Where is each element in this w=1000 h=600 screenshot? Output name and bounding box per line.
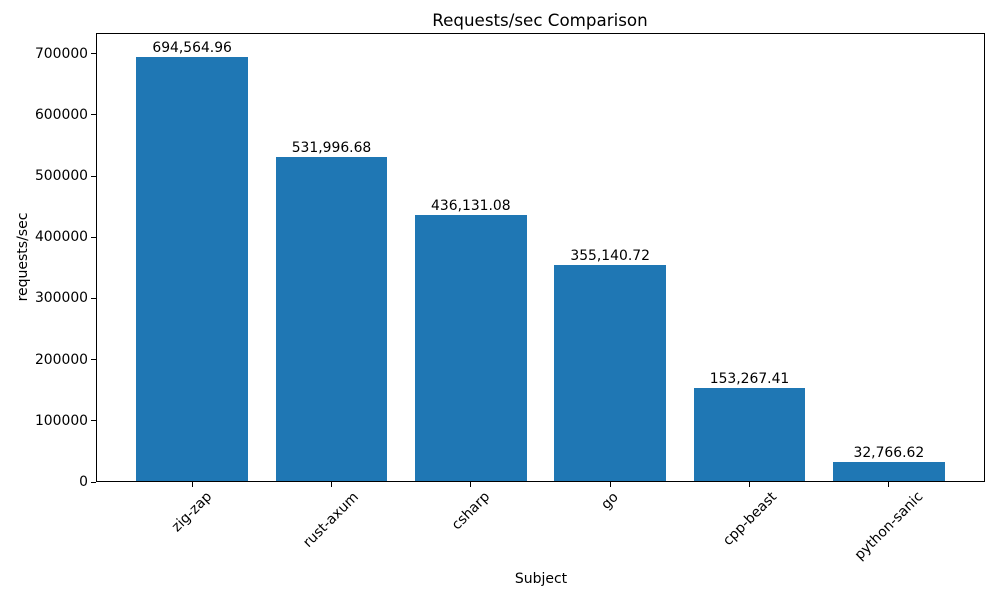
y-tick-mark [91, 175, 96, 177]
plot-area [96, 33, 985, 482]
bar [833, 461, 945, 482]
x-tick-mark [191, 482, 193, 487]
bar [415, 215, 527, 482]
y-tick-label: 500000 [34, 168, 88, 185]
bar [554, 264, 666, 482]
bar-value-label: 436,131.08 [431, 198, 511, 215]
y-tick-mark [91, 53, 96, 55]
x-tick-label: rust-axum [300, 488, 363, 551]
x-tick-mark [888, 482, 890, 487]
x-axis-label: Subject [514, 571, 568, 587]
bar-value-label: 355,140.72 [570, 247, 650, 264]
y-tick-label: 0 [79, 474, 88, 490]
y-tick-label: 200000 [34, 351, 88, 368]
y-tick-mark [91, 481, 96, 483]
x-tick-label: python-sanic [851, 489, 927, 564]
chart-title: Requests/sec Comparison [432, 10, 648, 30]
y-tick-mark [91, 297, 96, 299]
x-tick-label: cpp-beast [719, 489, 780, 550]
x-tick-label: csharp [448, 489, 494, 534]
bar-value-label: 694,564.96 [152, 40, 232, 57]
x-tick-label: zig-zap [168, 489, 216, 536]
y-tick-label: 600000 [34, 106, 88, 123]
y-tick-mark [91, 236, 96, 238]
bar [693, 388, 806, 482]
bar-value-label: 531,996.68 [291, 139, 372, 156]
y-tick-label: 400000 [34, 229, 88, 246]
x-tick-mark [749, 482, 750, 487]
y-tick-label: 100000 [34, 412, 88, 429]
x-tick-mark [470, 482, 472, 487]
bar-value-label: 153,267.41 [709, 371, 790, 388]
y-axis-label: requests/sec [15, 212, 31, 302]
y-tick-label: 300000 [34, 290, 88, 307]
x-tick-label: go [598, 488, 622, 513]
y-tick-mark [91, 114, 96, 116]
y-tick-mark [91, 420, 96, 422]
bar [136, 57, 248, 482]
bar-value-label: 32,766.62 [853, 444, 925, 461]
x-tick-mark [609, 482, 611, 487]
y-tick-mark [91, 359, 96, 361]
y-tick-label: 700000 [34, 45, 88, 62]
x-tick-mark [330, 482, 332, 487]
bar [275, 156, 388, 482]
